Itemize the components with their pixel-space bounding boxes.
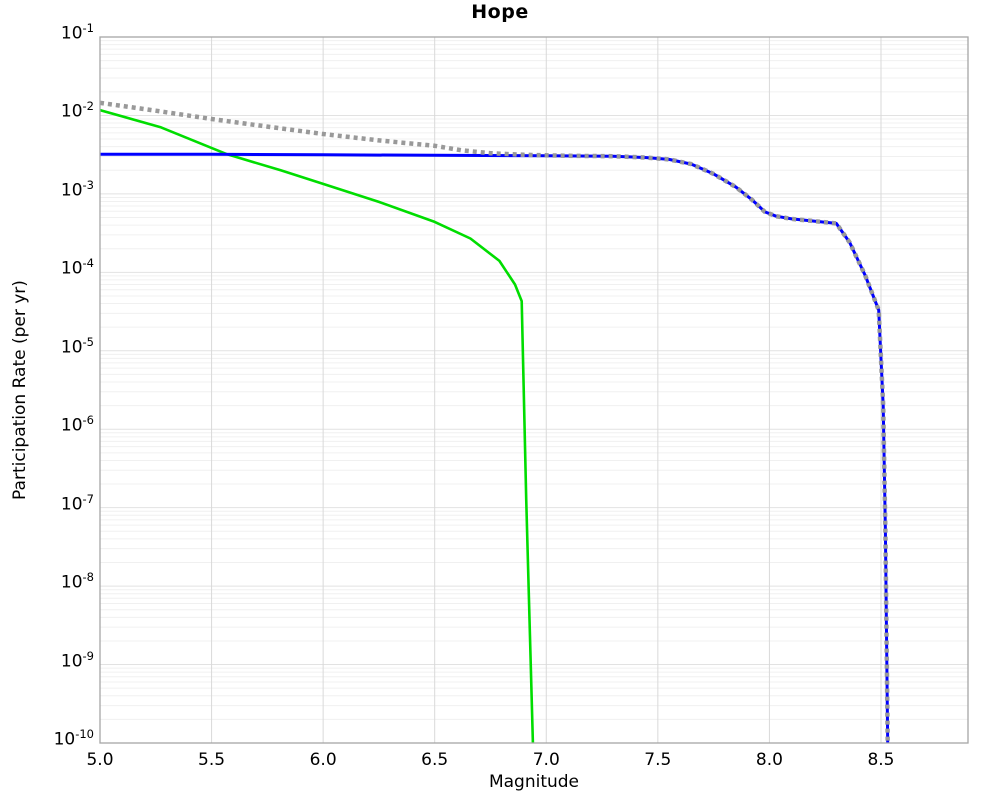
x-tick-label: 8.0 bbox=[755, 750, 783, 770]
x-tick-label: 5.5 bbox=[198, 750, 226, 770]
x-tick-label: 6.5 bbox=[421, 750, 449, 770]
y-tick-label: 10-5 bbox=[60, 334, 94, 358]
y-tick-label: 10-4 bbox=[60, 256, 94, 279]
y-tick-label: 10-9 bbox=[60, 648, 94, 672]
x-tick-label: 7.5 bbox=[644, 750, 672, 770]
plot-border bbox=[99, 36, 969, 744]
x-tick-label: 7.0 bbox=[532, 750, 560, 770]
chart-title: Hope bbox=[471, 1, 529, 23]
grid-major-horizontal bbox=[100, 36, 968, 744]
x-axis-label: Magnitude bbox=[488, 772, 580, 792]
y-tick-label: 10-7 bbox=[60, 491, 94, 515]
x-tick-label: 5.0 bbox=[86, 750, 114, 770]
x-tick-label: 6.0 bbox=[309, 750, 337, 770]
y-tick-label: 10-3 bbox=[60, 177, 94, 201]
grid-minor-horizontal bbox=[100, 40, 968, 720]
y-axis-label-text: Participation Rate (per yr) bbox=[10, 280, 30, 500]
y-tick-label: 10-8 bbox=[60, 570, 94, 593]
green-curve-path bbox=[100, 108, 535, 743]
y-tick-label: 10-1 bbox=[60, 21, 94, 44]
gray-dotted-curve-path bbox=[100, 100, 890, 743]
y-tick-label: 10-2 bbox=[60, 99, 94, 123]
y-tick-label: 10-10 bbox=[53, 727, 94, 750]
x-tick-label: 8.5 bbox=[867, 750, 895, 770]
grid-vertical bbox=[99, 37, 882, 743]
y-tick-label: 10-6 bbox=[60, 413, 94, 436]
